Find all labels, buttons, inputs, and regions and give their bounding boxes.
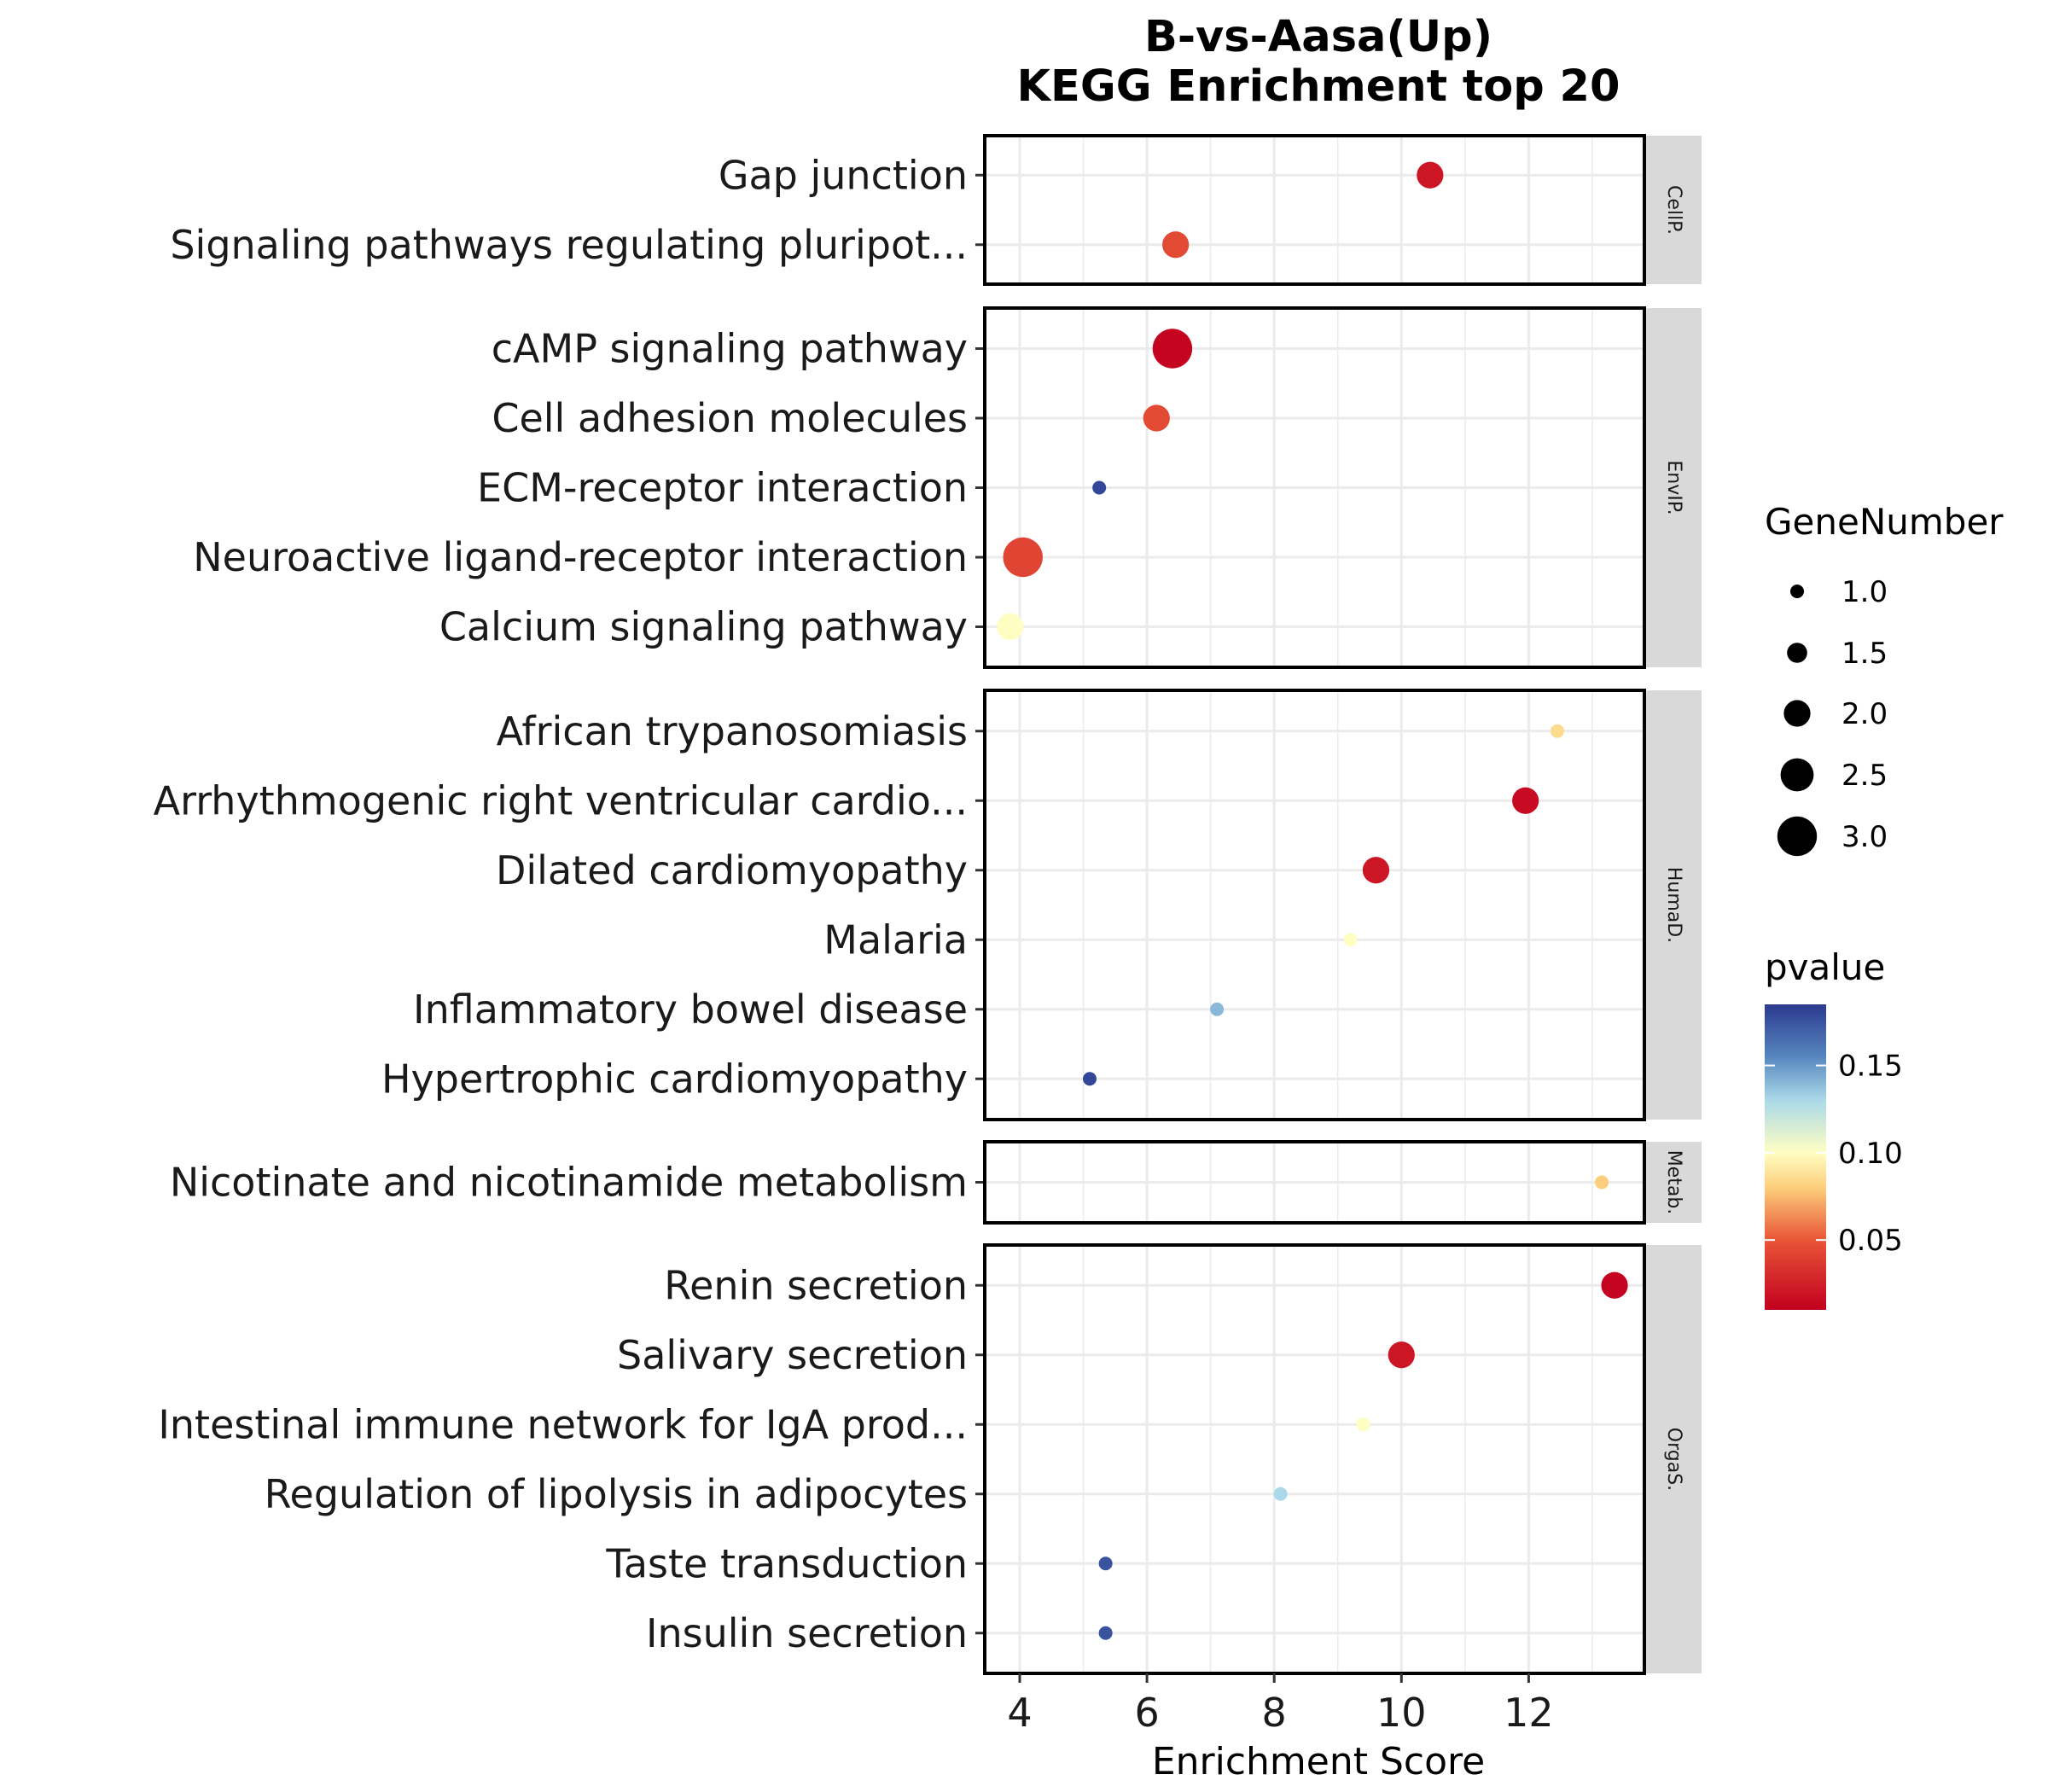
chart-title: B-vs-Aasa(Up) xyxy=(1144,12,1492,62)
x-tick-label: 10 xyxy=(1376,1690,1427,1736)
data-point xyxy=(997,613,1024,641)
data-point xyxy=(1601,1271,1628,1299)
color-bar xyxy=(1765,1004,1826,1310)
data-point xyxy=(1388,1341,1415,1369)
data-point xyxy=(1550,724,1564,738)
facet-panel: African trypanosomiasis Arrhythmogenic ri… xyxy=(154,689,1702,1121)
y-tick-label: Signaling pathways regulating pluripot..… xyxy=(170,222,968,268)
size-legend-label: 2.5 xyxy=(1841,759,1888,793)
facet-strip xyxy=(1646,1142,1702,1223)
panel-border xyxy=(983,306,1646,669)
size-legend-label: 1.5 xyxy=(1841,637,1888,671)
size-legend-label: 3.0 xyxy=(1841,820,1888,854)
chart-subtitle: KEGG Enrichment top 20 xyxy=(1017,61,1620,112)
panel-background xyxy=(985,690,1644,1120)
color-bar-label: 0.15 xyxy=(1838,1050,1903,1084)
data-point xyxy=(1003,537,1043,578)
data-point xyxy=(1343,933,1358,947)
data-point xyxy=(1152,329,1193,369)
data-point xyxy=(1098,1626,1113,1640)
y-tick-label: African trypanosomiasis xyxy=(497,708,968,754)
size-legend-label: 1.0 xyxy=(1841,575,1888,609)
x-tick-label: 12 xyxy=(1504,1690,1554,1736)
facet-strip-label: OrgaS. xyxy=(1663,1428,1684,1491)
panel-border xyxy=(983,1140,1646,1225)
y-tick-label: Nicotinate and nicotinamide metabolism xyxy=(170,1160,968,1206)
color-bar-label: 0.05 xyxy=(1838,1224,1903,1258)
size-legend-key xyxy=(1787,643,1807,663)
color-bar-label: 0.10 xyxy=(1838,1137,1903,1171)
x-axis-label: Enrichment Score xyxy=(1152,1740,1485,1783)
size-legend-title: GeneNumber xyxy=(1765,501,2004,543)
facet-strip-label: CellP. xyxy=(1663,185,1684,235)
y-tick-label: Gap junction xyxy=(719,152,968,198)
x-tick-label: 4 xyxy=(1007,1690,1032,1736)
y-tick-label: Regulation of lipolysis in adipocytes xyxy=(265,1471,968,1517)
panel-background xyxy=(985,1245,1644,1673)
facet-strip-label: HumaD. xyxy=(1663,867,1684,943)
data-point xyxy=(1356,1417,1370,1432)
facet-strip xyxy=(1646,690,1702,1120)
data-point xyxy=(1092,480,1107,495)
y-tick-label: Insulin secretion xyxy=(646,1610,968,1656)
data-point xyxy=(1512,787,1539,814)
color-legend-title: pvalue xyxy=(1765,946,1885,988)
y-tick-label: Hypertrophic cardiomyopathy xyxy=(381,1056,968,1102)
facet-panel: Gap junction Signaling pathways regulatin… xyxy=(170,134,1702,286)
facet-strip-label: Metab. xyxy=(1663,1150,1684,1215)
data-point xyxy=(1595,1175,1609,1190)
x-tick-label: 6 xyxy=(1134,1690,1159,1736)
color-legend: pvalue 0.05 0.10 0.15 xyxy=(1765,946,1903,1310)
size-legend-key xyxy=(1780,758,1814,792)
data-point xyxy=(1083,1072,1097,1086)
data-point xyxy=(1143,404,1170,432)
facet-strip xyxy=(1646,308,1702,667)
y-tick-label: ECM-receptor interaction xyxy=(477,465,968,511)
data-point xyxy=(1162,231,1190,259)
y-tick-label: Calcium signaling pathway xyxy=(439,604,968,650)
facet-panel: cAMP signaling pathway Cell adhesion mole… xyxy=(193,306,1702,669)
panel-background xyxy=(985,136,1644,284)
size-legend-label: 2.0 xyxy=(1841,697,1888,731)
y-tick-label: Salivary secretion xyxy=(617,1332,968,1378)
y-tick-label: Arrhythmogenic right ventricular cardio.… xyxy=(154,777,968,823)
x-axis: 4 6 8 10 12 xyxy=(1007,1673,1554,1736)
y-tick-label: Malaria xyxy=(823,916,968,963)
size-legend-key xyxy=(1790,585,1804,598)
y-tick-label: Cell adhesion molecules xyxy=(492,395,968,441)
size-legend-key xyxy=(1777,816,1818,857)
x-tick-label: 8 xyxy=(1262,1690,1287,1736)
facet-panel: Nicotinate and nicotinamide metabolism Me… xyxy=(170,1140,1702,1225)
facet-panel: Renin secretion Salivary secretion Intesti… xyxy=(158,1243,1702,1675)
facet-strip xyxy=(1646,1245,1702,1673)
facet-strip xyxy=(1646,136,1702,284)
size-legend-key xyxy=(1783,700,1811,727)
y-tick-label: Neuroactive ligand-receptor interaction xyxy=(193,534,968,580)
facet-strip-label: EnvIP. xyxy=(1663,460,1684,515)
panel-border xyxy=(983,689,1646,1121)
y-tick-label: cAMP signaling pathway xyxy=(492,326,968,372)
panel-border xyxy=(983,1243,1646,1675)
data-point xyxy=(1362,857,1390,884)
y-tick-label: Dilated cardiomyopathy xyxy=(496,847,968,893)
y-tick-label: Taste transduction xyxy=(605,1540,968,1586)
data-point xyxy=(1417,161,1444,189)
panel-border xyxy=(983,134,1646,286)
data-point xyxy=(1210,1002,1225,1016)
y-tick-label: Intestinal immune network for IgA prod..… xyxy=(158,1401,968,1447)
y-tick-label: Renin secretion xyxy=(664,1262,968,1308)
y-tick-label: Inflammatory bowel disease xyxy=(413,986,968,1033)
data-point xyxy=(1273,1487,1288,1501)
data-point xyxy=(1098,1556,1113,1571)
facet-panels: Gap junction Signaling pathways regulatin… xyxy=(154,134,1702,1675)
size-legend: GeneNumber 1.0 1.5 2.0 2.5 3.0 xyxy=(1765,501,2004,857)
